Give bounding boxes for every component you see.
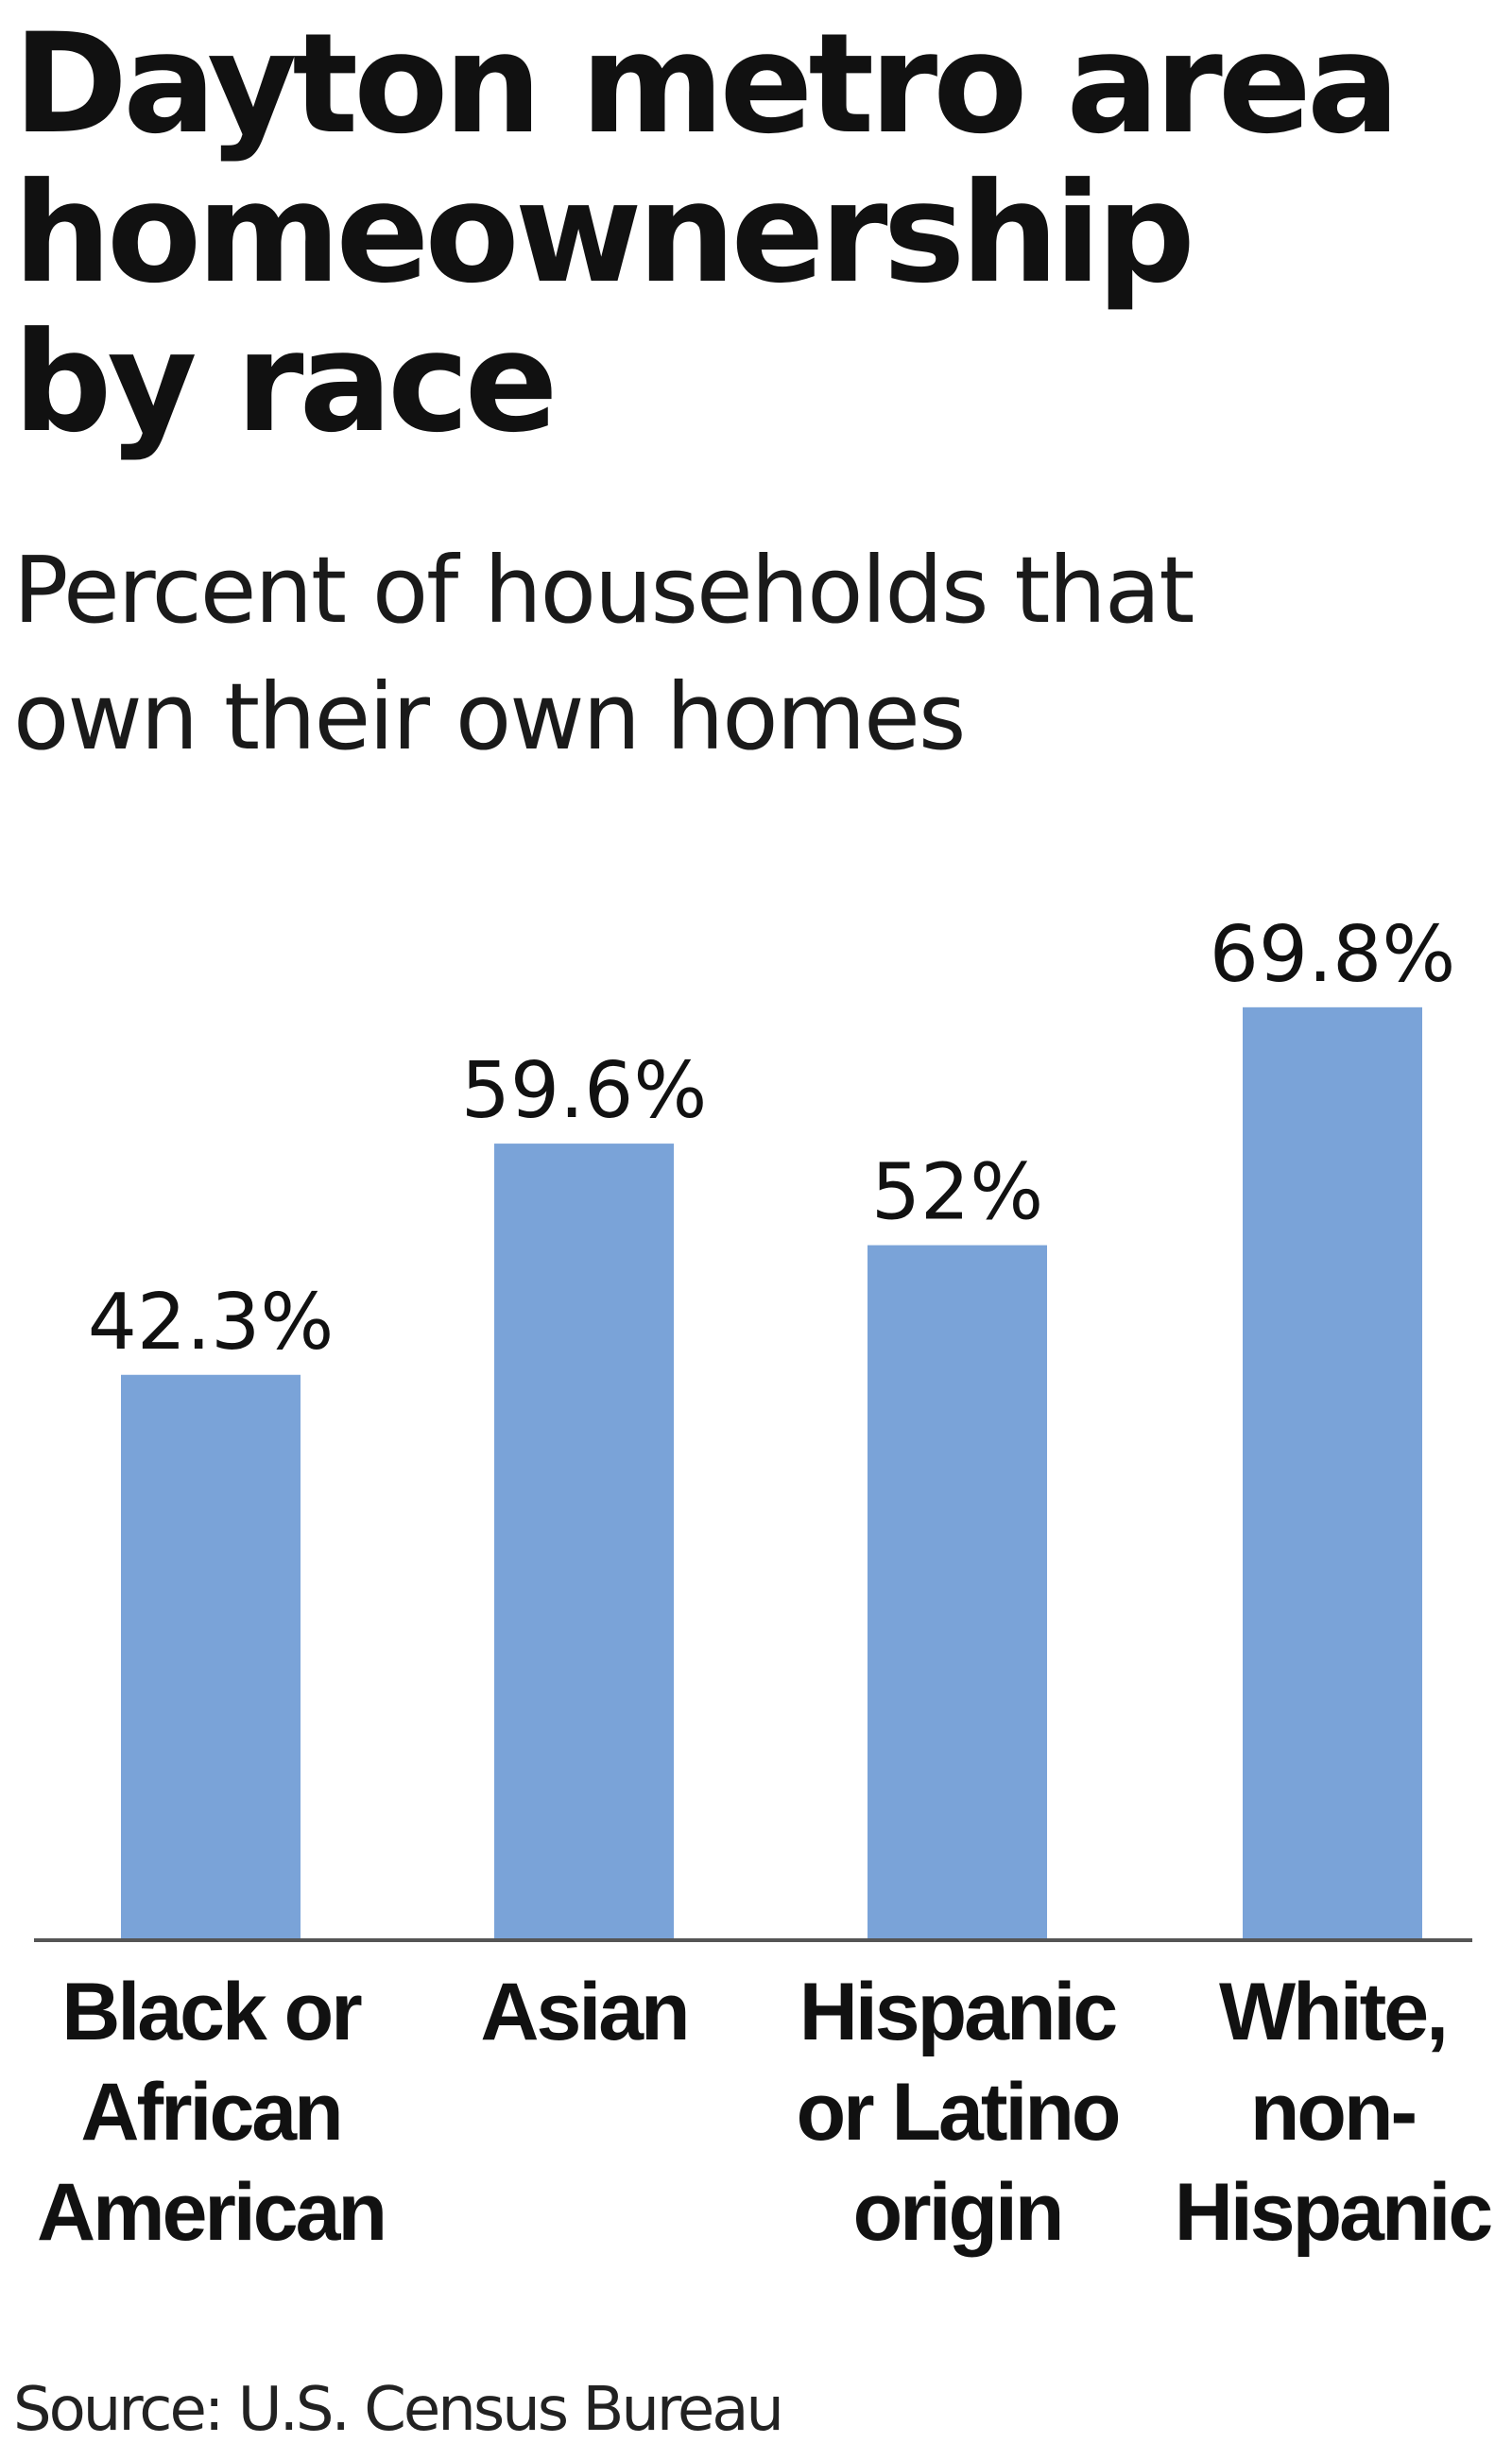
subtitle-line: own their own homes xyxy=(13,663,966,770)
bar xyxy=(121,1374,301,1940)
category-label: Black or xyxy=(61,1967,362,2057)
category-label: non- xyxy=(1250,2067,1416,2158)
category-label: African xyxy=(80,2067,340,2158)
category-label: Asian xyxy=(480,1967,687,2057)
chart-subtitle: Percent of households that own their own… xyxy=(13,527,1487,781)
category-label: White, xyxy=(1219,1967,1446,2057)
bar xyxy=(494,1144,674,1940)
title-line: homeownership xyxy=(13,153,1195,314)
chart-title: Dayton metro area homeownership by race xyxy=(13,9,1487,457)
category-label: Hispanic xyxy=(799,1967,1117,2057)
data-label: 59.6% xyxy=(461,1046,708,1136)
category-label: origin xyxy=(853,2167,1062,2258)
data-label: 52% xyxy=(871,1148,1043,1238)
data-label: 69.8% xyxy=(1210,910,1456,1000)
bar xyxy=(1243,1006,1422,1940)
bars-layer xyxy=(121,1006,1422,1940)
title-line: by race xyxy=(13,302,558,463)
category-label: or Latino xyxy=(797,2067,1119,2158)
bar xyxy=(868,1245,1047,1940)
data-label: 42.3% xyxy=(88,1278,335,1368)
category-label: American xyxy=(37,2167,385,2258)
category-label: Hispanic xyxy=(1175,2167,1492,2258)
subtitle-line: Percent of households that xyxy=(13,537,1194,644)
source-note: Source: U.S. Census Bureau xyxy=(13,2375,784,2445)
title-line: Dayton metro area xyxy=(13,4,1400,164)
